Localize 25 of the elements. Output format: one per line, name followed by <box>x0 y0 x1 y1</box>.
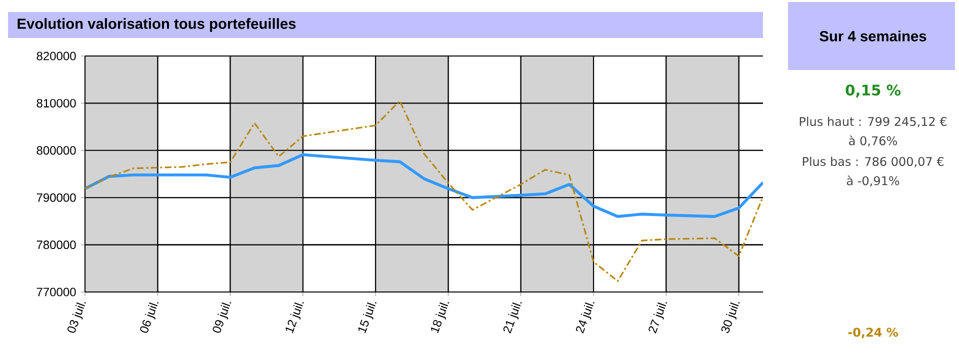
x-tick-label: 24 juil. <box>576 302 594 334</box>
x-tick-label: 12 juil. <box>286 302 304 334</box>
x-tick-label: 30 juil. <box>721 302 740 334</box>
x-tick-label: 15 juil. <box>358 302 377 334</box>
text: à 0,76% <box>849 136 897 146</box>
x-tick-label: 03 juil. <box>68 302 86 333</box>
chart-title: Evolution valorisation tous portefeuilles <box>18 18 296 32</box>
x-tick-label: 09 juil. <box>212 302 232 333</box>
x-tick-label: 06 juil. <box>140 302 159 333</box>
line-series <box>85 100 764 282</box>
text: Sur 4 semaines <box>820 30 926 42</box>
y-tick-label: 820000 <box>36 52 76 60</box>
y-tick-label: 790000 <box>36 193 76 202</box>
x-tick-label: 27 juil. <box>648 302 668 334</box>
text: Plus bas : 786 000,07 € <box>802 156 944 168</box>
x-tick-label: 21 juil. <box>503 302 522 334</box>
text: Plus haut : 799 245,12 € <box>800 116 947 128</box>
text: 0,15 % <box>846 84 901 98</box>
y-tick-label: 810000 <box>36 98 76 108</box>
text: -0,24 % <box>848 328 898 338</box>
y-tick-label: 770000 <box>36 288 76 296</box>
text: à -0,91% <box>846 176 900 186</box>
x-tick-label: 18 juil. <box>430 302 450 334</box>
y-tick-label: 800000 <box>36 146 76 155</box>
y-tick-label: 780000 <box>36 240 76 250</box>
